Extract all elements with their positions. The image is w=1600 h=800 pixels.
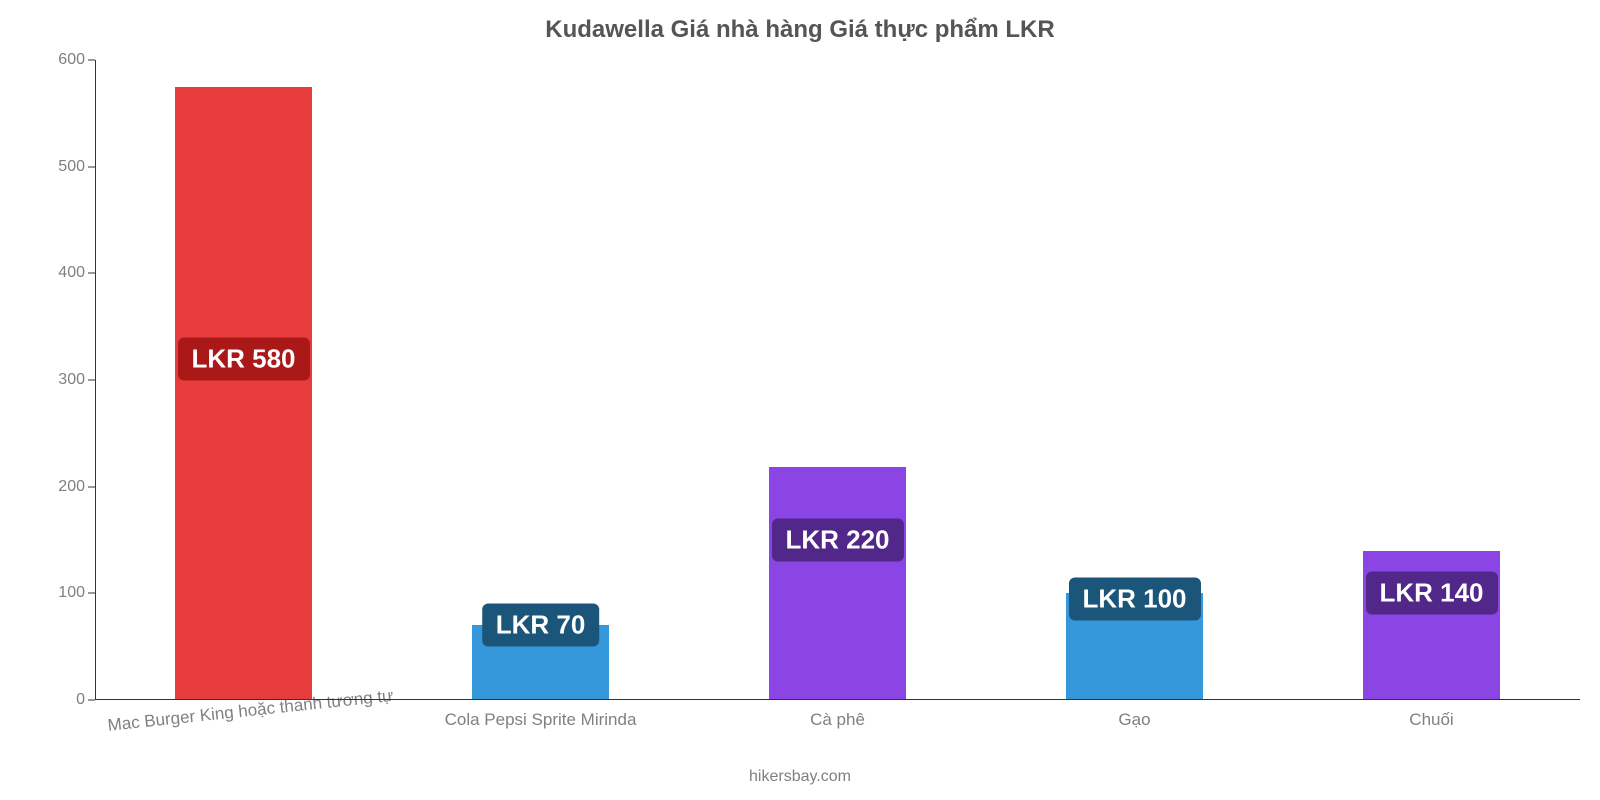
ytick-label: 100	[58, 584, 95, 602]
chart-title: Kudawella Giá nhà hàng Giá thực phẩm LKR	[0, 16, 1600, 44]
ytick-label: 0	[76, 691, 95, 709]
bar-slot: LKR 70Cola Pepsi Sprite Mirinda	[392, 60, 689, 700]
ytick-label: 400	[58, 264, 95, 282]
ytick-label: 200	[58, 478, 95, 496]
bar	[769, 467, 906, 700]
y-axis	[95, 60, 96, 700]
value-badge: LKR 580	[177, 337, 309, 380]
xcat-label: Cola Pepsi Sprite Mirinda	[445, 700, 637, 730]
chart-footer: hikersbay.com	[0, 768, 1600, 786]
ytick-label: 600	[58, 51, 95, 69]
bar	[175, 87, 312, 700]
ytick-label: 300	[58, 371, 95, 389]
value-badge: LKR 140	[1365, 572, 1497, 615]
value-badge: LKR 70	[482, 604, 600, 647]
bar-slot: LKR 140Chuối	[1283, 60, 1580, 700]
xcat-label: Gạo	[1118, 700, 1150, 730]
chart-bars: LKR 580Mac Burger King hoặc thanh tương …	[95, 60, 1580, 700]
value-badge: LKR 220	[771, 519, 903, 562]
ytick-label: 500	[58, 158, 95, 176]
value-badge: LKR 100	[1068, 577, 1200, 620]
x-axis	[95, 699, 1580, 700]
xcat-label: Chuối	[1409, 700, 1453, 730]
bar-slot: LKR 100Gạo	[986, 60, 1283, 700]
bar-slot: LKR 580Mac Burger King hoặc thanh tương …	[95, 60, 392, 700]
chart-plot-area: LKR 580Mac Burger King hoặc thanh tương …	[95, 60, 1580, 700]
chart-container: Kudawella Giá nhà hàng Giá thực phẩm LKR…	[0, 0, 1600, 800]
xcat-label: Cà phê	[810, 700, 865, 730]
bar-slot: LKR 220Cà phê	[689, 60, 986, 700]
